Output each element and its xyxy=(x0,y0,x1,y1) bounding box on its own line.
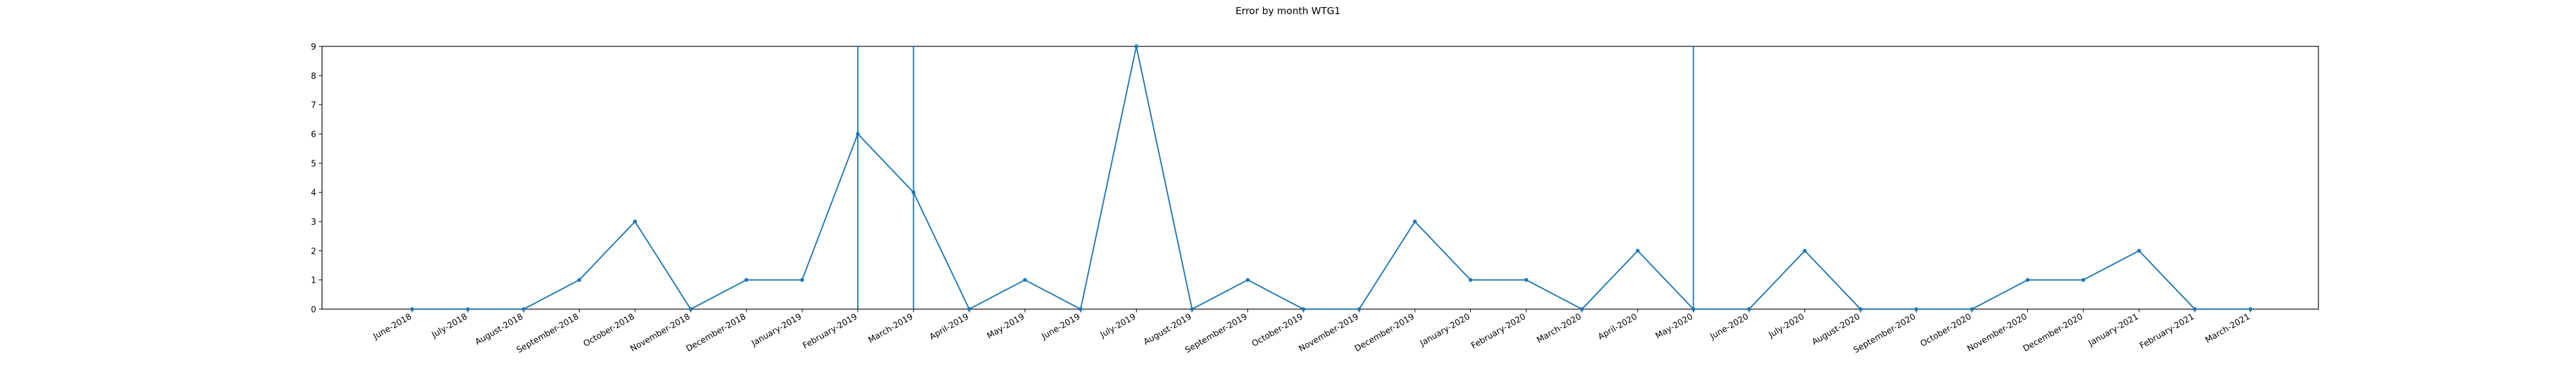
data-point xyxy=(744,278,748,282)
data-point xyxy=(856,132,860,136)
y-tick-label: 0 xyxy=(311,305,316,315)
series-line xyxy=(412,46,2251,310)
y-tick-label: 9 xyxy=(311,43,316,52)
x-tick-label: July-2020 xyxy=(1766,312,1806,340)
x-tick-label: June-2020 xyxy=(1708,312,1750,342)
data-point xyxy=(2025,278,2030,282)
x-tick-label: October-2018 xyxy=(582,312,636,348)
data-point xyxy=(1245,278,1250,282)
data-point xyxy=(1636,249,1640,253)
y-tick-label: 4 xyxy=(311,189,316,198)
data-point xyxy=(1079,307,1083,311)
x-tick-label: June-2018 xyxy=(371,312,413,342)
plot-frame xyxy=(321,46,2319,310)
x-tick-label: January-2021 xyxy=(2087,312,2141,348)
data-point xyxy=(410,307,414,311)
data-point xyxy=(1691,307,1696,311)
x-tick-label: January-2019 xyxy=(750,312,804,348)
data-point xyxy=(1970,307,1974,311)
y-tick-label: 8 xyxy=(311,71,316,81)
x-tick-label: March-2021 xyxy=(2204,312,2252,345)
x-tick-label: November-2019 xyxy=(1297,312,1360,354)
x-tick-label: July-2018 xyxy=(430,312,469,340)
y-tick-label: 6 xyxy=(311,130,316,140)
x-tick-label: February-2020 xyxy=(1470,312,1528,351)
data-point xyxy=(1580,307,1584,311)
x-tick-label: September-2019 xyxy=(1184,312,1249,355)
data-point xyxy=(967,307,971,311)
y-tick-label: 2 xyxy=(311,247,316,256)
y-tick-label: 7 xyxy=(311,101,316,111)
data-point xyxy=(2137,249,2141,253)
data-point xyxy=(633,220,637,223)
x-tick-label: August-2019 xyxy=(1142,312,1193,347)
x-tick-label: September-2020 xyxy=(1852,312,1918,355)
data-point xyxy=(1803,249,1807,253)
data-point xyxy=(1134,44,1139,48)
data-point xyxy=(1914,307,1918,311)
data-point xyxy=(1468,278,1473,282)
x-tick-label: December-2018 xyxy=(685,312,748,354)
data-point xyxy=(1357,307,1361,311)
x-tick-label: March-2020 xyxy=(1535,312,1584,345)
y-tick-label: 1 xyxy=(311,276,316,286)
x-tick-label: January-2020 xyxy=(1418,312,1472,348)
x-tick-label: April-2020 xyxy=(1596,312,1639,342)
data-point xyxy=(1524,278,1528,282)
x-tick-label: December-2020 xyxy=(2022,312,2085,354)
x-tick-label: April-2019 xyxy=(928,312,971,342)
data-point xyxy=(2081,278,2085,282)
data-point xyxy=(522,307,526,311)
x-tick-label: May-2019 xyxy=(985,312,1026,341)
x-tick-label: May-2020 xyxy=(1654,312,1694,341)
x-tick-label: August-2020 xyxy=(1810,312,1862,347)
data-point xyxy=(1413,220,1417,223)
x-tick-label: October-2020 xyxy=(1918,312,1973,348)
data-point xyxy=(1859,307,1862,311)
data-point xyxy=(1023,278,1027,282)
data-point xyxy=(1747,307,1751,311)
data-point xyxy=(800,278,804,282)
data-point xyxy=(1302,307,1305,311)
x-tick-label: February-2019 xyxy=(801,312,859,351)
data-point xyxy=(2193,307,2197,311)
y-tick-label: 3 xyxy=(311,218,316,227)
data-point xyxy=(688,307,693,311)
data-point xyxy=(2248,307,2253,311)
chart-title: Error by month WTG1 xyxy=(1235,5,1340,17)
x-tick-label: June-2019 xyxy=(1039,312,1082,342)
data-point xyxy=(911,190,916,194)
data-point xyxy=(1190,307,1194,311)
x-tick-label: September-2018 xyxy=(515,312,581,355)
x-tick-label: November-2020 xyxy=(1965,312,2029,354)
x-tick-label: August-2018 xyxy=(473,312,525,347)
x-tick-label: December-2019 xyxy=(1353,312,1416,354)
x-tick-label: February-2021 xyxy=(2138,312,2196,351)
x-tick-label: October-2019 xyxy=(1250,312,1305,348)
x-tick-label: November-2018 xyxy=(629,312,692,354)
data-point xyxy=(577,278,582,282)
data-point xyxy=(466,307,470,311)
x-tick-label: March-2019 xyxy=(867,312,915,345)
y-tick-label: 5 xyxy=(311,159,316,169)
x-tick-label: July-2019 xyxy=(1098,312,1137,340)
